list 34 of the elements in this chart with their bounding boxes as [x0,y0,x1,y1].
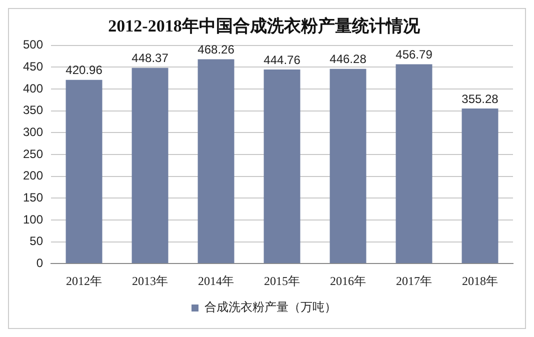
x-tick-label: 2015年 [264,274,300,288]
data-label: 446.28 [330,52,367,66]
x-tick-label: 2016年 [330,274,366,288]
bar [462,108,498,264]
x-tick-label: 2012年 [66,274,102,288]
y-tick-label: 50 [30,234,44,248]
y-tick-label: 150 [22,190,44,204]
bar [198,59,234,264]
data-label: 444.76 [264,52,301,67]
x-tick-label: 2013年 [132,274,168,288]
y-tick-label: 250 [22,146,44,161]
bar [330,68,366,264]
y-tick-label: 350 [22,103,44,118]
legend-label: 合成洗衣粉产量（万吨） [204,300,336,314]
chart-title: 2012-2018年中国合成洗衣粉产量统计情况 [108,16,421,36]
bar [66,80,102,264]
x-tick-label: 2018年 [462,274,498,288]
data-label: 448.37 [132,51,169,66]
data-label: 456.79 [396,48,433,62]
data-label: 468.26 [198,42,235,57]
data-label: 355.28 [462,92,499,106]
y-tick-label: 200 [22,168,44,183]
bar [132,68,168,264]
bar [264,70,300,264]
y-tick-label: 100 [22,212,44,226]
bar [396,64,432,264]
y-tick-label: 450 [22,60,44,74]
y-tick-label: 0 [36,256,44,270]
data-label: 420.96 [66,63,103,78]
x-tick-label: 2014年 [198,274,234,288]
y-tick-label: 500 [22,38,44,52]
x-tick-label: 2017年 [396,274,432,288]
y-tick-label: 300 [22,124,44,139]
y-tick-label: 400 [22,81,44,96]
